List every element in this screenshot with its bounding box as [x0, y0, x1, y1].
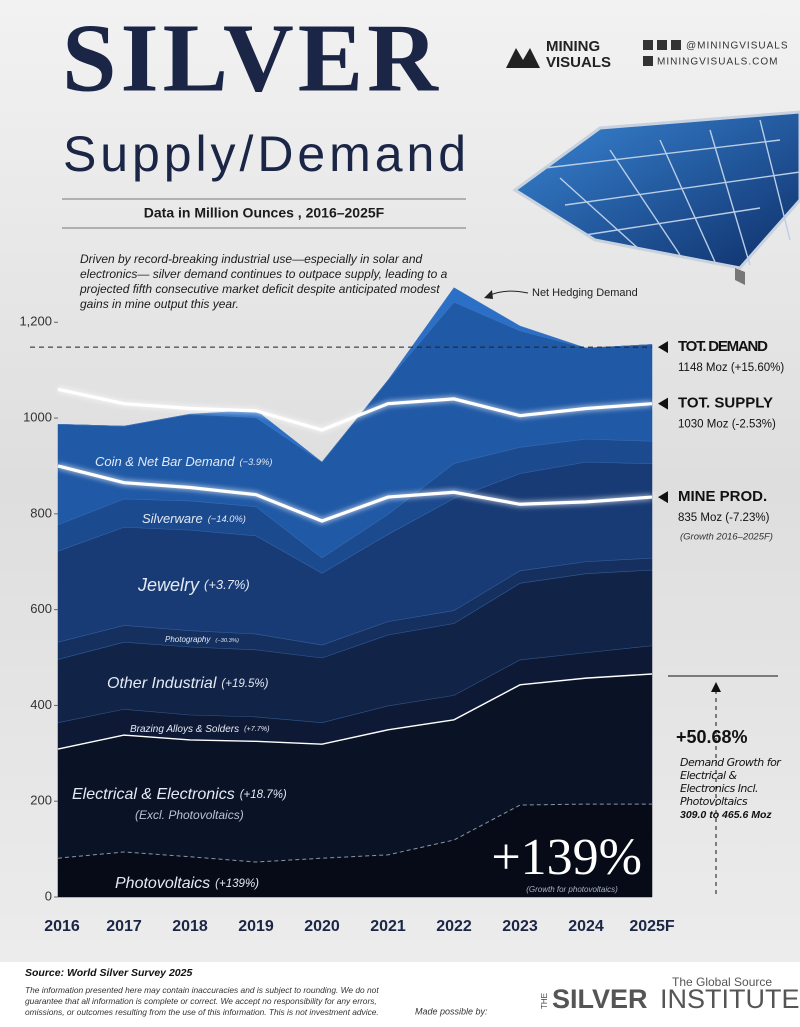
series-name: Silverware	[142, 511, 203, 526]
series-change: (+19.5%)	[221, 678, 268, 690]
series-name: Jewelry	[137, 575, 200, 595]
subtitle: Supply/Demand	[63, 126, 466, 182]
series-change: (−14.0%)	[208, 514, 246, 524]
highlight-detail: 309.0 to 465.6 Moz	[680, 809, 772, 821]
series-note: (Excl. Photovoltaics)	[135, 808, 244, 822]
brand-name: VISUALS	[546, 54, 611, 71]
annotation-subnote: (Growth 2016–2025F)	[680, 532, 773, 543]
x-tick-label: 2020	[304, 918, 340, 935]
series-name: Coin & Net Bar Demand	[95, 454, 235, 469]
series-label: Net Hedging Demand	[532, 287, 638, 299]
series-name: Electrical & Electronics	[72, 786, 235, 803]
series-change: (−30.3%)	[215, 638, 239, 644]
highlight-label: +50.68%	[676, 727, 748, 747]
y-tick-label: 200	[30, 793, 52, 808]
disclaimer: The information presented here may conta…	[25, 985, 379, 1017]
x-tick-label: 2022	[436, 918, 472, 935]
series-name: Photovoltaics	[115, 875, 210, 892]
layer-edge	[57, 287, 653, 463]
y-tick-label: 800	[30, 505, 52, 520]
social-icon	[643, 40, 653, 50]
x-tick-label: 2018	[172, 918, 208, 935]
pv-edge	[57, 803, 652, 863]
series-change: (+7.7%)	[244, 724, 269, 733]
brand-handle: @MININGVISUALS	[686, 41, 789, 52]
x-tick-label: 2023	[502, 918, 538, 935]
x-tick-label: 2021	[370, 918, 406, 935]
series-label: Photovoltaics (+139%)	[115, 875, 259, 892]
layer-edge	[57, 557, 653, 646]
description: Driven by record-breaking industrial use…	[80, 252, 448, 311]
series-change: (+3.7%)	[204, 577, 250, 592]
partner-tagline: The Global Source	[672, 975, 772, 989]
social-icon	[671, 40, 681, 50]
solar-panel	[512, 110, 800, 285]
y-tick-label: 1,200	[19, 314, 52, 329]
y-tick-label: 400	[30, 697, 52, 712]
series-change: (−3.9%)	[239, 457, 272, 467]
x-tick-label: 2025F	[629, 918, 675, 935]
series-name: Photography	[165, 635, 211, 644]
layer-edge	[57, 461, 653, 574]
x-tick-label: 2024	[568, 918, 604, 935]
brand-logo	[506, 48, 540, 68]
brand-site: MININGVISUALS.COM	[657, 57, 778, 68]
series-change: (+139%)	[215, 878, 259, 890]
annotation-note: 1030 Moz (-2.53%)	[678, 419, 776, 431]
series-label: Coin & Net Bar Demand (−3.9%)	[95, 454, 272, 469]
annotation-title: TOT. SUPPLY	[678, 395, 773, 412]
annotation-title: MINE PROD.	[678, 488, 767, 505]
brand-name: MINING	[546, 38, 600, 55]
pointer	[658, 491, 668, 504]
layer-edge	[57, 569, 653, 660]
y-tick-label: 0	[45, 888, 52, 903]
arrow-head	[711, 682, 721, 692]
highlight-note: Demand Growth for Electrical & Electroni…	[680, 756, 781, 808]
highlight-big: +139%	[491, 829, 642, 886]
x-tick-label: 2019	[238, 918, 274, 935]
annotation-title: TOT. DEMAND	[678, 338, 768, 355]
annotation-note: 835 Moz (-7.23%)	[678, 512, 770, 524]
x-tick-label: 2016	[44, 918, 80, 935]
series-name: Other Industrial	[107, 675, 217, 692]
partner-name: INSTITUTE	[660, 984, 800, 1014]
layer-edge	[57, 673, 653, 750]
footer-band	[0, 962, 800, 1027]
social-icon	[657, 40, 667, 50]
series-label: Other Industrial (+19.5%)	[107, 675, 269, 692]
annotation-note: 1148 Moz (+15.60%)	[678, 362, 784, 374]
partner-prefix: THE	[540, 993, 549, 1009]
series-label: Silverware (−14.0%)	[142, 511, 246, 526]
series-line	[57, 464, 653, 523]
series-name: Brazing Alloys & Solders	[130, 724, 239, 735]
y-tick-label: 600	[30, 601, 52, 616]
series-label: Electrical & Electronics (+18.7%)	[72, 786, 287, 803]
chart: 0 200 400 600 800 1000 1,200 2016 2017 2018 2019 20…	[19, 287, 784, 935]
layer-edge	[57, 645, 653, 723]
made-possible: Made possible by:	[415, 1006, 488, 1016]
pointer	[658, 397, 668, 410]
series-line	[57, 387, 653, 432]
web-icon	[643, 56, 653, 66]
series-label: Jewelry (+3.7%)	[137, 575, 250, 595]
highlight-note: (Growth for photovoltaics)	[526, 885, 618, 894]
pointer	[658, 341, 668, 354]
source: Source: World Silver Survey 2025	[25, 967, 192, 979]
series-change: (+18.7%)	[240, 789, 287, 801]
caption: Data in Million Ounces , 2016–2025F	[144, 205, 385, 221]
arrow-head	[484, 290, 493, 299]
x-tick-label: 2017	[106, 918, 142, 935]
title: SILVER	[62, 4, 442, 112]
series-label: Photography (−30.3%)	[165, 635, 239, 644]
y-tick-label: 1000	[23, 409, 52, 424]
layer-edge	[57, 438, 653, 559]
partner-name: SILVER	[552, 984, 648, 1014]
series-label: Brazing Alloys & Solders (+7.7%)	[130, 724, 270, 735]
